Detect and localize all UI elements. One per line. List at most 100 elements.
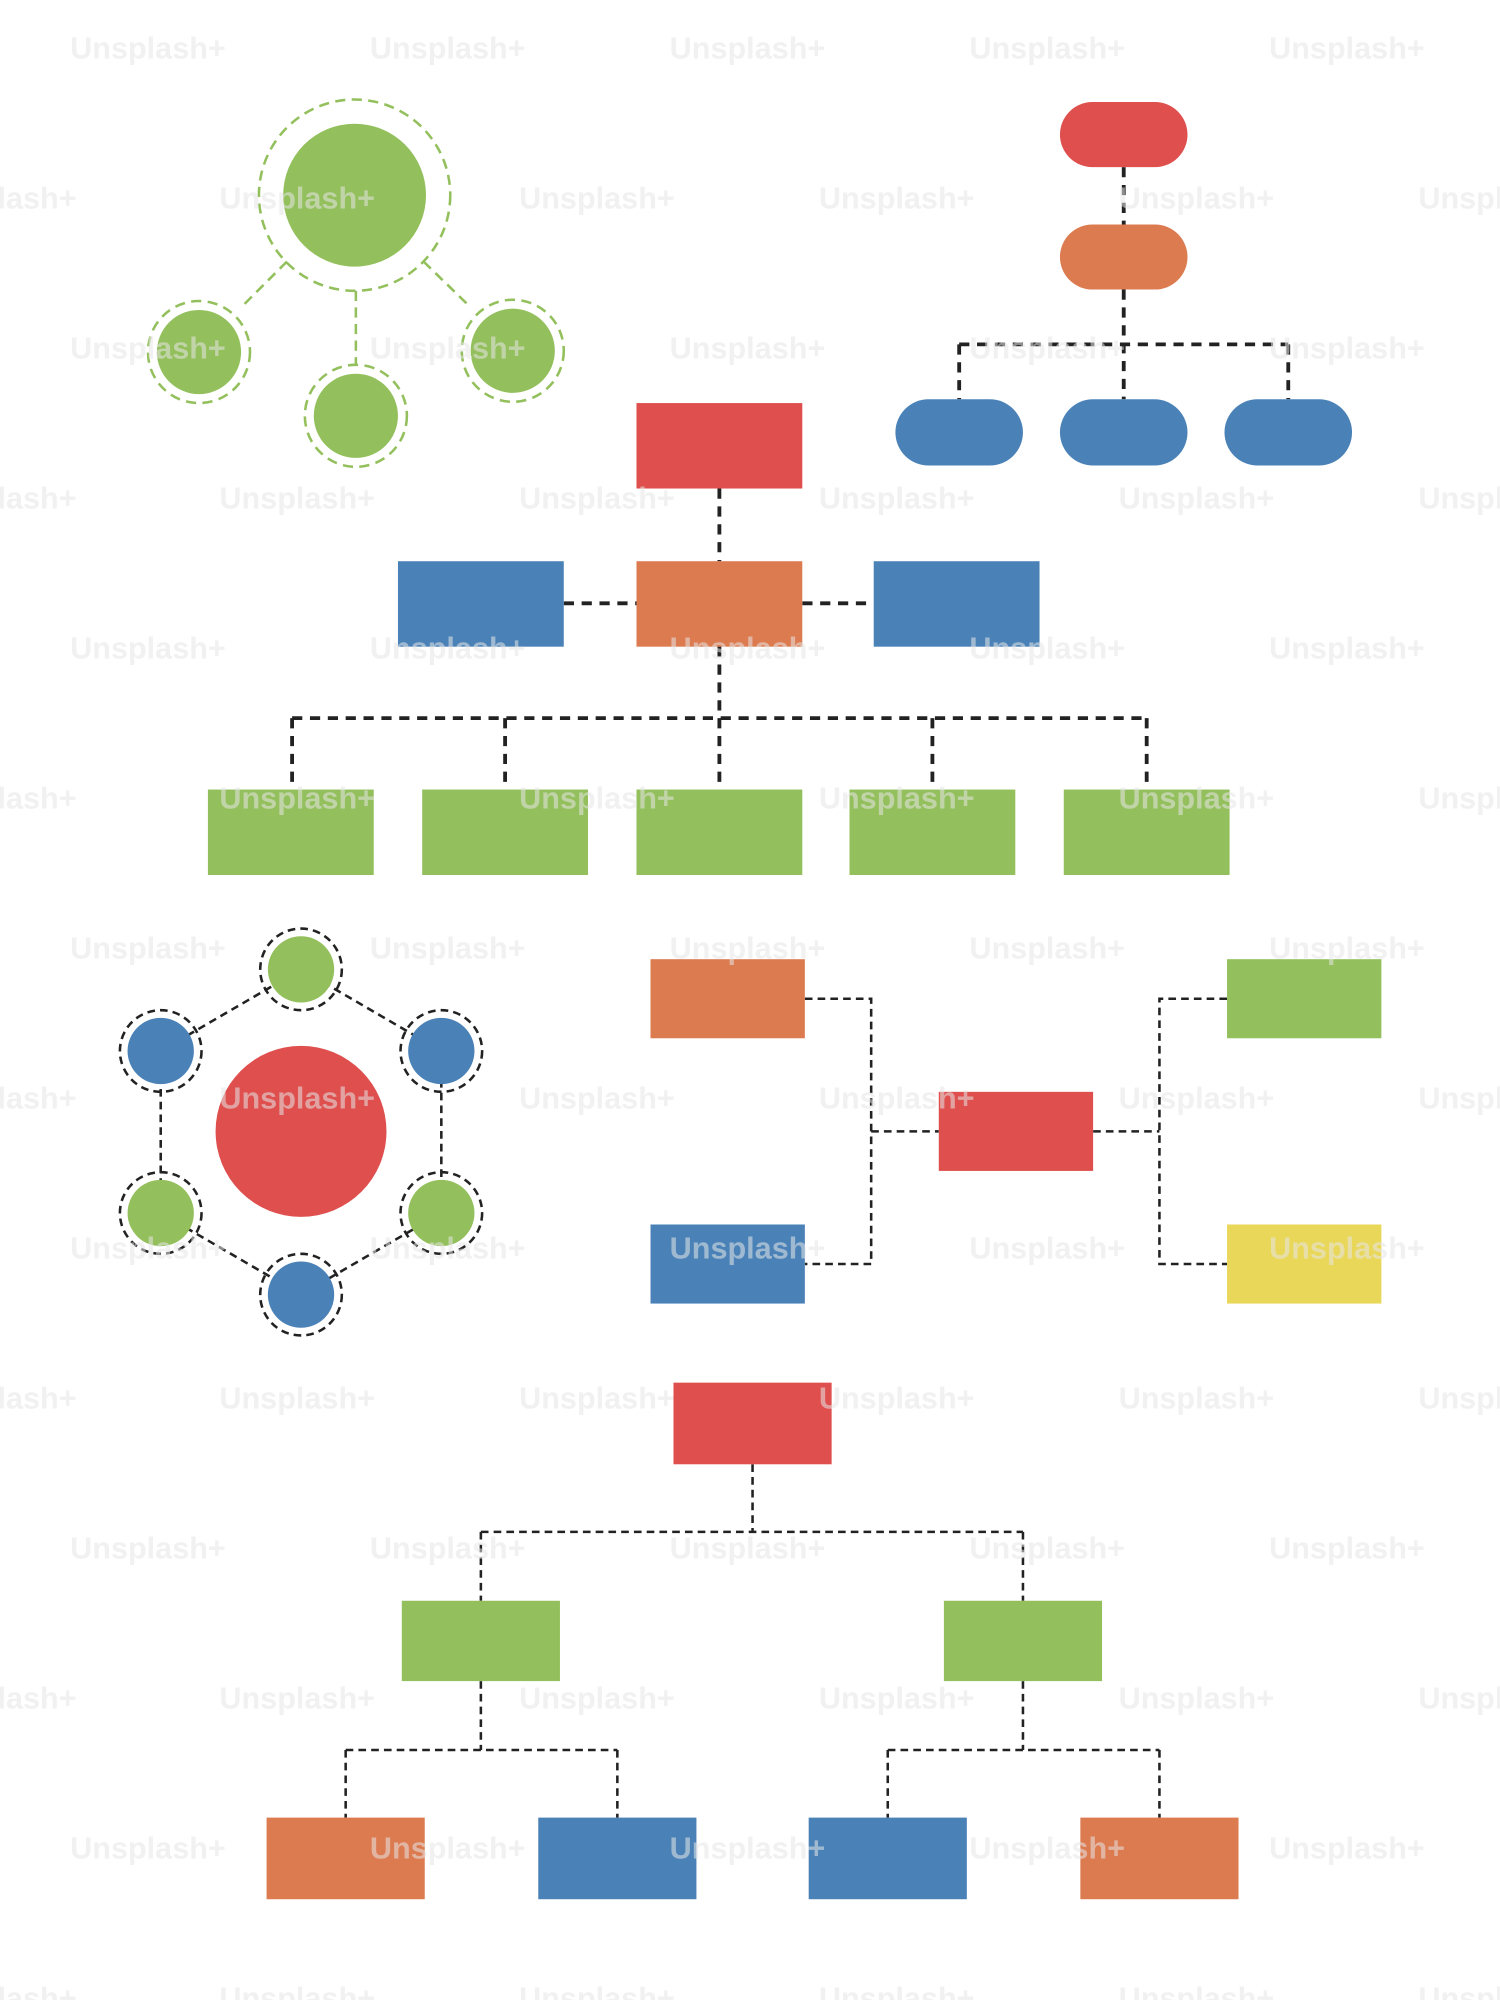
hub-circle: [215, 1045, 387, 1217]
watermark-text: Unsplash+: [1269, 632, 1425, 666]
org-node-side-left: [397, 561, 564, 647]
watermark-text: Unsplash+: [0, 1982, 77, 2000]
watermark-text: Unsplash+: [1119, 1682, 1275, 1716]
tree-leaf: [266, 1817, 425, 1900]
watermark-text: Unsplash+: [1119, 1382, 1275, 1416]
bracket-node-right-top: [1227, 959, 1382, 1039]
watermark-text: Unsplash+: [670, 32, 826, 66]
watermark-text: Unsplash+: [969, 32, 1125, 66]
watermark-text: Unsplash+: [519, 482, 675, 516]
org-node-leaf: [636, 789, 803, 875]
child-circle: [156, 309, 242, 395]
watermark-text: Unsplash+: [1269, 32, 1425, 66]
watermark-text: Unsplash+: [670, 632, 826, 666]
satellite-circle: [127, 1179, 194, 1247]
watermark-text: Unsplash+: [70, 32, 226, 66]
watermark-text: Unsplash+: [370, 1832, 526, 1866]
pill-node-leaf: [895, 399, 1023, 466]
watermark-text: Unsplash+: [1119, 1082, 1275, 1116]
tree-root: [673, 1382, 832, 1465]
watermark-text: Unsplash+: [670, 1232, 826, 1266]
pill-node-middle: [1059, 224, 1188, 290]
watermark-text: Unsplash+: [370, 32, 526, 66]
watermark-text: Unsplash+: [969, 1832, 1125, 1866]
watermark-text: Unsplash+: [819, 182, 975, 216]
pill-hierarchy-diagram: [895, 102, 1353, 466]
bracket-node-right-bottom: [1227, 1224, 1382, 1304]
watermark-text: Unsplash+: [1119, 1982, 1275, 2000]
org-node-side-right: [873, 561, 1040, 647]
dashed-ring: [399, 1008, 484, 1094]
org-node-top: [636, 403, 803, 489]
org-node-leaf: [849, 789, 1016, 875]
watermark-text: Unsplash+: [219, 1382, 375, 1416]
watermark-text: Unsplash+: [1269, 1832, 1425, 1866]
watermark-text: Unsplash+: [0, 1382, 77, 1416]
watermark-text: Unsplash+: [969, 932, 1125, 966]
tree-leaf: [1080, 1817, 1239, 1900]
watermark-text: Unsplash+: [819, 1682, 975, 1716]
watermark-text: Unsplash+: [370, 1532, 526, 1566]
org-chart-diagram: [207, 403, 1230, 875]
connector: [344, 1464, 1161, 1818]
circle-tree-diagram: [146, 98, 566, 469]
satellite-circle: [267, 936, 335, 1003]
watermark-text: Unsplash+: [519, 1682, 675, 1716]
watermark-text: Unsplash+: [370, 1232, 526, 1266]
watermark-text: Unsplash+: [819, 1982, 975, 2000]
watermark-text: Unsplash+: [0, 482, 77, 516]
bracket-node-center: [938, 1091, 1094, 1171]
watermark-text: Unsplash+: [1418, 182, 1500, 216]
tree-branch: [401, 1600, 560, 1682]
watermark-text: Unsplash+: [219, 182, 375, 216]
connector: [241, 260, 471, 365]
watermark-text: Unsplash+: [1418, 1082, 1500, 1116]
root-circle: [283, 123, 427, 267]
watermark-text: Unsplash+: [519, 782, 675, 816]
watermark-text: Unsplash+: [819, 1082, 975, 1116]
watermark-text: Unsplash+: [1418, 1682, 1500, 1716]
dashed-ring: [146, 299, 252, 405]
satellite-nodes: [118, 927, 484, 1337]
watermark-text: Unsplash+: [1119, 182, 1275, 216]
watermark-text: Unsplash+: [519, 182, 675, 216]
watermark-text: Unsplash+: [1119, 782, 1275, 816]
watermark-text: Unsplash+: [0, 782, 77, 816]
dashed-ring: [258, 1252, 344, 1337]
watermark-text: Unsplash+: [519, 1082, 675, 1116]
tree-branch: [943, 1600, 1103, 1682]
watermark-text: Unsplash+: [1418, 482, 1500, 516]
dashed-ring: [257, 98, 452, 293]
bracket-diagram: [650, 959, 1382, 1304]
dashed-ring: [118, 1008, 203, 1094]
org-node-leaf: [1063, 789, 1230, 875]
org-node-leaf: [422, 789, 589, 875]
connector: [804, 997, 1228, 1266]
watermark-text: Unsplash+: [219, 1982, 375, 2000]
hub-ring-diagram: [118, 927, 484, 1337]
tree-leaf: [808, 1817, 967, 1900]
bracket-node-left-bottom: [650, 1224, 805, 1304]
watermark-text: Unsplash+: [1269, 1532, 1425, 1566]
satellite-circle: [408, 1179, 475, 1247]
watermark-text: Unsplash+: [219, 1082, 375, 1116]
watermark-text: Unsplash+: [219, 482, 375, 516]
watermark-text: Unsplash+: [969, 1532, 1125, 1566]
dashed-ring: [460, 298, 566, 404]
watermark-text: Unsplash+: [370, 332, 526, 366]
dashed-ring: [118, 1170, 203, 1256]
watermark-text: Unsplash+: [1418, 782, 1500, 816]
watermark-text: Unsplash+: [70, 1832, 226, 1866]
watermark-text: Unsplash+: [70, 932, 226, 966]
watermark-text: Unsplash+: [70, 332, 226, 366]
watermark-text: Unsplash+: [1119, 482, 1275, 516]
child-circle: [470, 308, 555, 393]
watermark-text: Unsplash+: [1269, 332, 1425, 366]
binary-tree-diagram: [266, 1382, 1239, 1900]
watermark-text: Unsplash+: [1418, 1382, 1500, 1416]
dashed-ring: [399, 1170, 484, 1256]
watermark-text: Unsplash+: [219, 1682, 375, 1716]
satellite-circle: [267, 1261, 335, 1328]
watermark-text: Unsplash+: [519, 1982, 675, 2000]
